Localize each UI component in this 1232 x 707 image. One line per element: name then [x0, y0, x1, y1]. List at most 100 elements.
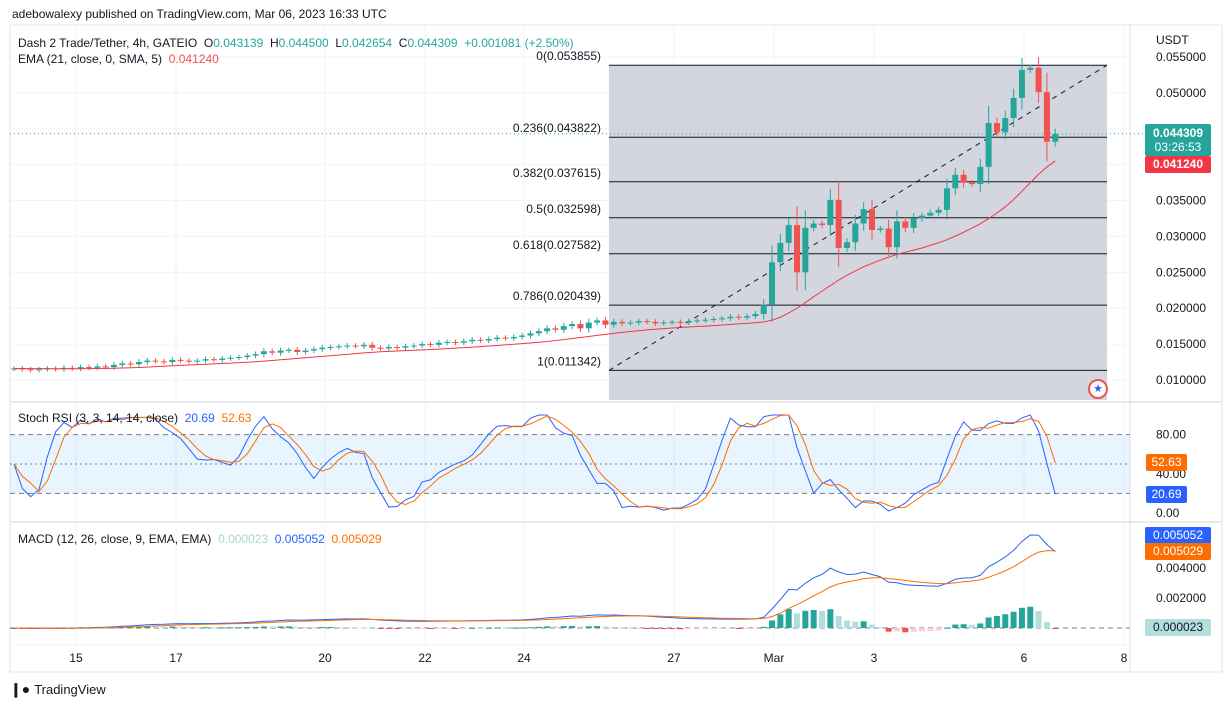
- macd-histogram-bar: [435, 628, 442, 629]
- candle-body: [260, 351, 267, 355]
- candle-body: [1018, 69, 1025, 98]
- candle-body: [277, 350, 284, 353]
- macd-histogram-bar: [935, 628, 942, 631]
- macd-histogram-bar: [469, 627, 476, 629]
- time-axis-tick: 20: [318, 651, 332, 665]
- macd-histogram-bar: [885, 628, 892, 632]
- candle-body: [94, 366, 101, 368]
- macd-histogram-bar: [169, 626, 176, 628]
- stoch-k-badge: 20.69: [1146, 486, 1187, 503]
- candle-body: [985, 123, 992, 167]
- candle-body: [135, 362, 142, 365]
- candle-body: [219, 358, 226, 360]
- candle-body: [302, 350, 309, 353]
- candle-body: [819, 223, 826, 225]
- candle-body: [460, 341, 467, 343]
- candle-body: [960, 174, 967, 183]
- macd-histogram-bar: [835, 616, 842, 628]
- macd-histogram-bar: [1043, 622, 1050, 628]
- macd-histogram-bar: [660, 628, 667, 629]
- candle-body: [710, 318, 717, 320]
- candle-body: [335, 346, 342, 348]
- macd-histogram-bar: [294, 626, 301, 628]
- macd-histogram-bar: [910, 628, 917, 632]
- macd-histogram-bar: [344, 627, 351, 629]
- candle-body: [910, 218, 917, 228]
- macd-histogram-bar: [194, 627, 201, 629]
- macd-histogram-bar: [1052, 628, 1059, 629]
- macd-legend: MACD (12, 26, close, 9, EMA, EMA) 0.0000…: [18, 532, 382, 546]
- macd-histogram-bar: [777, 614, 784, 628]
- candle-body: [968, 182, 975, 185]
- candle-body: [510, 336, 517, 339]
- stoch-label[interactable]: Stoch RSI (3, 3, 14, 14, close): [18, 411, 179, 425]
- candle-body: [877, 228, 884, 230]
- macd-histogram-bar: [310, 627, 317, 629]
- macd-histogram-bar: [427, 628, 434, 629]
- macd-histogram-bar: [477, 627, 484, 629]
- macd-histogram-bar: [719, 628, 726, 629]
- macd-histogram-bar: [877, 627, 884, 629]
- candle-body: [585, 322, 592, 329]
- ema-legend: EMA (21, close, 0, SMA, 5) 0.041240: [18, 52, 219, 66]
- macd-histogram-bar: [160, 626, 167, 628]
- macd-histogram-bar: [144, 626, 151, 628]
- macd-histogram-bar: [968, 624, 975, 628]
- candle-body: [77, 367, 84, 369]
- candle-body: [810, 223, 817, 228]
- price-axis-tick: 0.055000: [1156, 50, 1206, 64]
- macd-histogram-bar: [752, 628, 759, 629]
- macd-histogram-bar: [735, 628, 742, 629]
- macd-histogram-bar: [260, 626, 267, 628]
- candle-body: [852, 223, 859, 243]
- fib-level-label: 0.618(0.027582): [513, 238, 601, 252]
- candle-body: [527, 333, 534, 336]
- symbol-name[interactable]: Dash 2 Trade/Tether, 4h, GATEIO: [18, 36, 198, 50]
- macd-label[interactable]: MACD (12, 26, close, 9, EMA, EMA): [18, 532, 212, 546]
- candle-body: [619, 321, 626, 324]
- candle-body: [918, 215, 925, 219]
- open-label: O: [203, 36, 214, 50]
- macd-histogram-bar: [327, 626, 334, 628]
- macd-histogram-bar: [619, 627, 626, 629]
- candle-body: [344, 345, 351, 347]
- price-axis-tick: 0.050000: [1156, 86, 1206, 100]
- macd-histogram-bar: [494, 627, 501, 629]
- macd-histogram-bar: [377, 628, 384, 629]
- candle-body: [85, 367, 92, 369]
- macd-histogram-bar: [577, 626, 584, 628]
- macd-histogram-bar: [369, 627, 376, 629]
- macd-histogram-bar: [402, 628, 409, 629]
- macd-histogram-bar: [152, 626, 159, 628]
- candle-body: [885, 228, 892, 248]
- candle-body: [394, 346, 401, 348]
- us-flag-icon[interactable]: ★: [1088, 379, 1108, 399]
- macd-histogram-bar: [1035, 611, 1042, 628]
- candle-body: [644, 321, 651, 323]
- macd-histogram-bar: [602, 626, 609, 628]
- candle-body: [285, 349, 292, 351]
- macd-histogram-bar: [627, 627, 634, 629]
- macd-histogram-bar: [394, 628, 401, 629]
- candle-body: [35, 369, 42, 371]
- candle-body: [685, 321, 692, 323]
- candle-body: [269, 351, 276, 353]
- bar-countdown: 03:26:53: [1154, 140, 1202, 154]
- time-axis-tick: 6: [1021, 651, 1028, 665]
- macd-histogram-bar: [452, 628, 459, 629]
- candle-body: [669, 321, 676, 323]
- time-axis-tick: Mar: [764, 651, 785, 665]
- footer-brand[interactable]: ❙● TradingView: [10, 681, 106, 698]
- fib-level-label: 1(0.011342): [537, 354, 601, 368]
- ema-label[interactable]: EMA (21, close, 0, SMA, 5): [18, 52, 163, 66]
- candle-body: [719, 318, 726, 320]
- candle-body: [310, 349, 317, 351]
- candle-body: [544, 328, 551, 332]
- macd-histogram-bar: [610, 626, 617, 628]
- candle-body: [827, 199, 834, 225]
- macd-value: 0.005052: [274, 532, 325, 546]
- candle-body: [868, 209, 875, 230]
- macd-histogram-bar: [677, 628, 684, 630]
